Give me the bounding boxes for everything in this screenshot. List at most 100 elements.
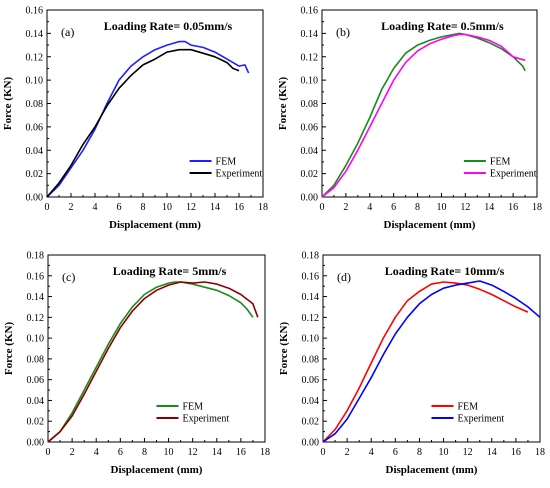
chart-title: Loading Rate= 0.05mm/s <box>104 19 233 33</box>
x-tick-label: 14 <box>484 202 494 213</box>
x-axis-label: Displacement (mm) <box>109 219 201 231</box>
y-tick-label: 0.10 <box>302 334 320 345</box>
chart-panel-1: 0 2 4 6 8 10 12 14 16 18 0.00 0.02 0.04 0.06 0.08 0.10 0… <box>2 6 268 232</box>
y-tick-label: 0.08 <box>26 99 44 110</box>
chart-title: Loading Rate= 5mm/s <box>113 264 227 278</box>
x-tick-label: 10 <box>164 447 174 458</box>
y-tick-label: 0.02 <box>27 417 45 428</box>
chart-panel-3: 0 2 4 6 8 10 12 14 16 18 0.00 0.02 0.04 0.06 0.08 0.10 0… <box>3 251 270 477</box>
y-tick-label: 0.14 <box>26 29 44 40</box>
series-line-fem <box>322 281 529 443</box>
x-axis-label: Displacement (mm) <box>384 219 476 231</box>
chart-title: Loading Rate= 0.5mm/s <box>381 19 504 33</box>
y-tick-label: 0.06 <box>27 375 45 386</box>
x-tick-label: 12 <box>186 202 196 213</box>
y-tick-label: 0.04 <box>301 146 319 157</box>
x-tick-label: 18 <box>258 202 268 213</box>
chart-panel-4: 0 2 4 6 8 10 12 14 16 18 0.00 0.02 0.04 0.06 0.08 0.10 0… <box>278 251 545 477</box>
x-tick-label: 10 <box>436 202 446 213</box>
y-tick-label: 0.04 <box>27 396 45 407</box>
y-tick-label: 0.00 <box>26 193 44 204</box>
x-tick-label: 16 <box>234 202 244 213</box>
x-tick-label: 4 <box>369 447 374 458</box>
y-tick-label: 0.06 <box>302 375 320 386</box>
x-tick-label: 8 <box>142 447 147 458</box>
x-tick-label: 6 <box>117 202 122 213</box>
y-tick-label: 0.12 <box>26 52 44 63</box>
y-tick-label: 0.00 <box>302 438 320 449</box>
y-tick-label: 0.12 <box>301 52 319 63</box>
y-tick-label: 0.02 <box>302 417 320 428</box>
y-tick-label: 0.16 <box>301 6 319 17</box>
x-tick-label: 6 <box>393 447 398 458</box>
x-tick-label: 18 <box>260 447 270 458</box>
y-tick-label: 0.06 <box>301 122 319 133</box>
legend-label-fem: FEM <box>216 157 237 168</box>
x-axis-label: Displacement (mm) <box>386 464 478 476</box>
y-axis-label: Force (KN) <box>3 322 15 376</box>
y-tick-label: 0.06 <box>26 122 44 133</box>
x-tick-label: 16 <box>508 202 518 213</box>
x-tick-label: 2 <box>345 447 350 458</box>
legend-label-experiment: Experiment <box>490 169 537 180</box>
x-tick-label: 0 <box>46 447 51 458</box>
legend-label-fem: FEM <box>490 157 511 168</box>
y-tick-label: 0.00 <box>27 438 45 449</box>
panel-label: (d) <box>337 270 351 284</box>
x-tick-label: 4 <box>367 202 372 213</box>
plot-frame <box>322 254 541 443</box>
x-tick-label: 8 <box>415 202 420 213</box>
y-tick-label: 0.12 <box>27 313 45 324</box>
y-tick-label: 0.08 <box>27 354 45 365</box>
series-line-experiment <box>321 33 526 198</box>
y-tick-label: 0.16 <box>26 6 44 17</box>
x-tick-label: 16 <box>511 447 521 458</box>
x-tick-label: 12 <box>188 447 198 458</box>
x-tick-label: 16 <box>236 447 246 458</box>
y-tick-label: 0.16 <box>27 271 45 282</box>
x-tick-label: 10 <box>439 447 449 458</box>
x-tick-label: 8 <box>141 202 146 213</box>
legend-label-experiment: Experiment <box>183 414 230 425</box>
y-tick-label: 0.14 <box>301 29 319 40</box>
x-tick-label: 14 <box>487 447 497 458</box>
y-tick-label: 0.14 <box>302 292 320 303</box>
y-axis-label: Force (KN) <box>278 322 290 376</box>
y-tick-label: 0.16 <box>302 271 320 282</box>
series-line-experiment <box>46 48 240 198</box>
x-tick-label: 14 <box>210 202 220 213</box>
x-tick-label: 0 <box>320 202 325 213</box>
series-line-fem <box>47 281 254 443</box>
series-line-fem <box>46 40 250 198</box>
y-tick-label: 0.02 <box>26 169 44 180</box>
y-tick-label: 0.08 <box>302 354 320 365</box>
panel-label: (b) <box>336 25 350 39</box>
legend-label-experiment: Experiment <box>458 414 505 425</box>
x-axis-label: Displacement (mm) <box>111 464 203 476</box>
x-tick-label: 12 <box>463 447 473 458</box>
x-tick-label: 18 <box>532 202 542 213</box>
legend-label-fem: FEM <box>183 402 204 413</box>
y-tick-label: 0.04 <box>26 146 44 157</box>
x-tick-label: 12 <box>460 202 470 213</box>
chart-panel-2: 0 2 4 6 8 10 12 14 16 18 0.00 0.02 0.04 0.06 0.08 0.10 0… <box>277 6 542 232</box>
x-tick-label: 4 <box>93 202 98 213</box>
y-tick-label: 0.02 <box>301 169 319 180</box>
x-tick-label: 2 <box>343 202 348 213</box>
y-tick-label: 0.04 <box>302 396 320 407</box>
x-tick-label: 0 <box>321 447 326 458</box>
y-tick-label: 0.18 <box>27 251 45 262</box>
panel-label: (c) <box>62 270 75 284</box>
x-tick-label: 0 <box>45 202 50 213</box>
y-tick-label: 0.18 <box>302 251 320 262</box>
y-axis-label: Force (KN) <box>277 77 289 131</box>
x-tick-label: 6 <box>391 202 396 213</box>
y-tick-label: 0.12 <box>302 313 320 324</box>
x-tick-label: 10 <box>162 202 172 213</box>
x-tick-label: 2 <box>70 447 75 458</box>
chart-title: Loading Rate= 10mm/s <box>385 264 505 278</box>
x-tick-label: 4 <box>94 447 99 458</box>
y-tick-label: 0.14 <box>27 292 45 303</box>
series-line-experiment <box>47 281 259 443</box>
